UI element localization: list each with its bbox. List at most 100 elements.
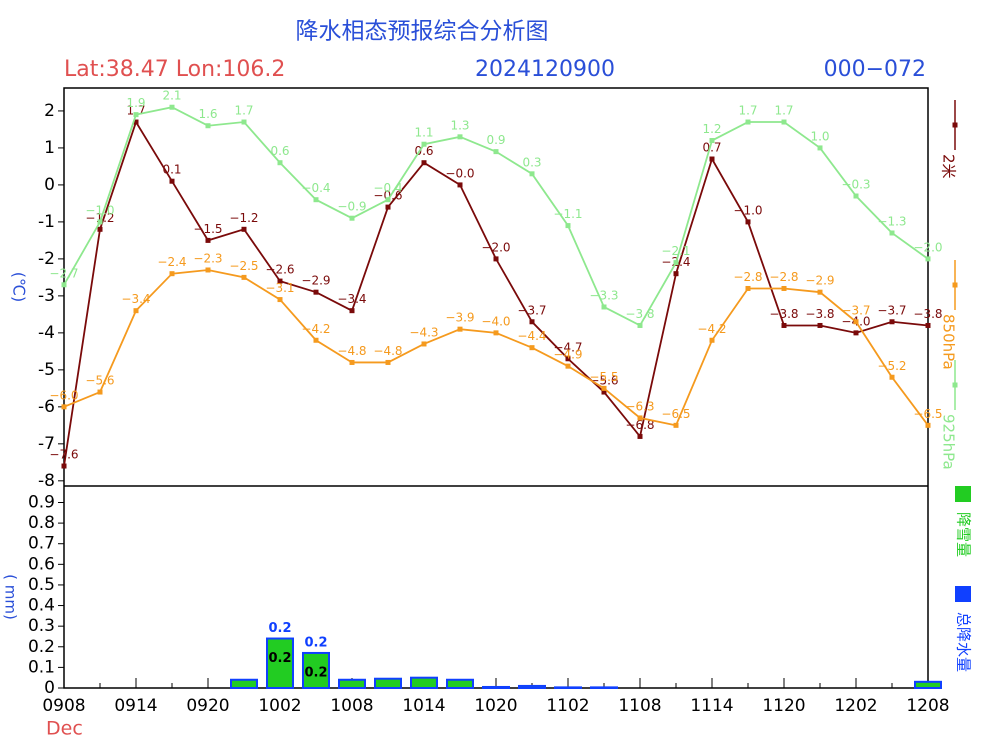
y-tick-label: 1 <box>44 138 55 158</box>
value-label: −2.5 <box>229 259 258 273</box>
point-marker <box>565 223 571 229</box>
legend-label: 2米 <box>940 154 958 179</box>
value-label: −1.5 <box>193 222 222 236</box>
snow-bar <box>231 679 257 688</box>
point-marker <box>133 112 139 118</box>
value-label: 1.6 <box>198 107 217 121</box>
point-marker <box>421 160 427 166</box>
x-tick-label: 1208 <box>906 696 949 716</box>
value-label: −2.3 <box>193 251 222 265</box>
total-bar <box>446 678 474 690</box>
point-marker <box>313 197 319 203</box>
point-marker <box>529 319 535 325</box>
x-tick-label: 1020 <box>474 696 517 716</box>
month-label: Dec <box>46 718 83 740</box>
legend-marker <box>955 586 971 602</box>
legend-marker <box>952 282 958 288</box>
value-label: −0.3 <box>841 178 870 192</box>
value-label: −6.8 <box>625 418 654 432</box>
point-marker <box>349 215 355 221</box>
value-label: 1.9 <box>126 96 145 110</box>
snow-bar <box>915 681 941 688</box>
point-marker <box>385 359 391 365</box>
y-tick-label: 0.6 <box>28 554 55 574</box>
y-tick-label: 2 <box>44 101 55 121</box>
point-marker <box>745 219 751 225</box>
legend-marker <box>955 486 971 502</box>
point-marker <box>241 119 247 125</box>
total-bar <box>518 684 546 690</box>
snow-bar <box>411 677 437 688</box>
y-axis-label: (℃) <box>10 272 29 302</box>
value-label: −6.3 <box>625 399 654 413</box>
legend-label: 总降水量 <box>955 612 973 672</box>
value-label: −3.7 <box>877 303 906 317</box>
point-marker <box>61 404 67 410</box>
point-marker <box>457 134 463 140</box>
y-tick-label: -2 <box>38 249 55 269</box>
point-marker <box>421 341 427 347</box>
point-marker <box>529 171 535 177</box>
value-label: 0.3 <box>522 155 541 169</box>
point-marker <box>817 322 823 328</box>
point-marker <box>817 145 823 151</box>
value-label: −4.4 <box>517 329 546 343</box>
point-marker <box>925 422 931 428</box>
x-tick-label: 1102 <box>546 696 589 716</box>
point-marker <box>601 304 607 310</box>
value-label: −5.5 <box>589 370 618 384</box>
point-marker <box>97 226 103 232</box>
snow-bar <box>447 679 473 688</box>
y-tick-label: -8 <box>38 471 55 491</box>
y-tick-label: 0 <box>44 678 55 698</box>
value-label: −2.9 <box>301 274 330 288</box>
value-label: 0.9 <box>486 133 505 147</box>
point-marker <box>61 282 67 288</box>
value-label: −3.3 <box>589 288 618 302</box>
value-label: −2.0 <box>913 240 942 254</box>
value-label: −7.6 <box>49 448 78 462</box>
point-marker <box>781 322 787 328</box>
y-tick-label: 0 <box>44 175 55 195</box>
x-tick-label: 1014 <box>402 696 445 716</box>
plot-frame <box>63 87 929 689</box>
point-marker <box>709 138 715 144</box>
point-marker <box>493 149 499 155</box>
point-marker <box>133 308 139 314</box>
total-bar <box>590 686 618 690</box>
y-tick-label: 0.4 <box>28 596 55 616</box>
value-label: −3.7 <box>841 303 870 317</box>
point-marker <box>493 256 499 262</box>
value-label: −4.3 <box>409 325 438 339</box>
point-marker <box>421 141 427 147</box>
value-label: −0.9 <box>337 200 366 214</box>
y-tick-label: -1 <box>38 212 55 232</box>
point-marker <box>133 119 139 125</box>
total-bar <box>266 637 294 690</box>
value-label: 1.7 <box>738 104 757 118</box>
value-label: −2.1 <box>661 244 690 258</box>
value-label: −5.6 <box>85 374 114 388</box>
x-tick-label: 1120 <box>762 696 805 716</box>
point-marker <box>97 389 103 395</box>
value-label: −0.6 <box>373 189 402 203</box>
value-label: 0.6 <box>414 144 433 158</box>
point-marker <box>493 330 499 336</box>
value-label: −4.2 <box>697 322 726 336</box>
point-marker <box>637 433 643 439</box>
x-tick-label: 0920 <box>186 696 229 716</box>
point-marker <box>385 197 391 203</box>
legend-label: 925hPa <box>940 414 958 470</box>
point-marker <box>781 285 787 291</box>
value-label: −4.2 <box>301 322 330 336</box>
value-label: −2.8 <box>733 270 762 284</box>
total-bar <box>302 651 330 689</box>
point-marker <box>277 160 283 166</box>
point-marker <box>817 289 823 295</box>
value-label: 1.7 <box>774 104 793 118</box>
point-marker <box>565 356 571 362</box>
value-label: −0.4 <box>301 181 330 195</box>
value-label: −3.8 <box>913 307 942 321</box>
value-label: −6.0 <box>49 388 78 402</box>
